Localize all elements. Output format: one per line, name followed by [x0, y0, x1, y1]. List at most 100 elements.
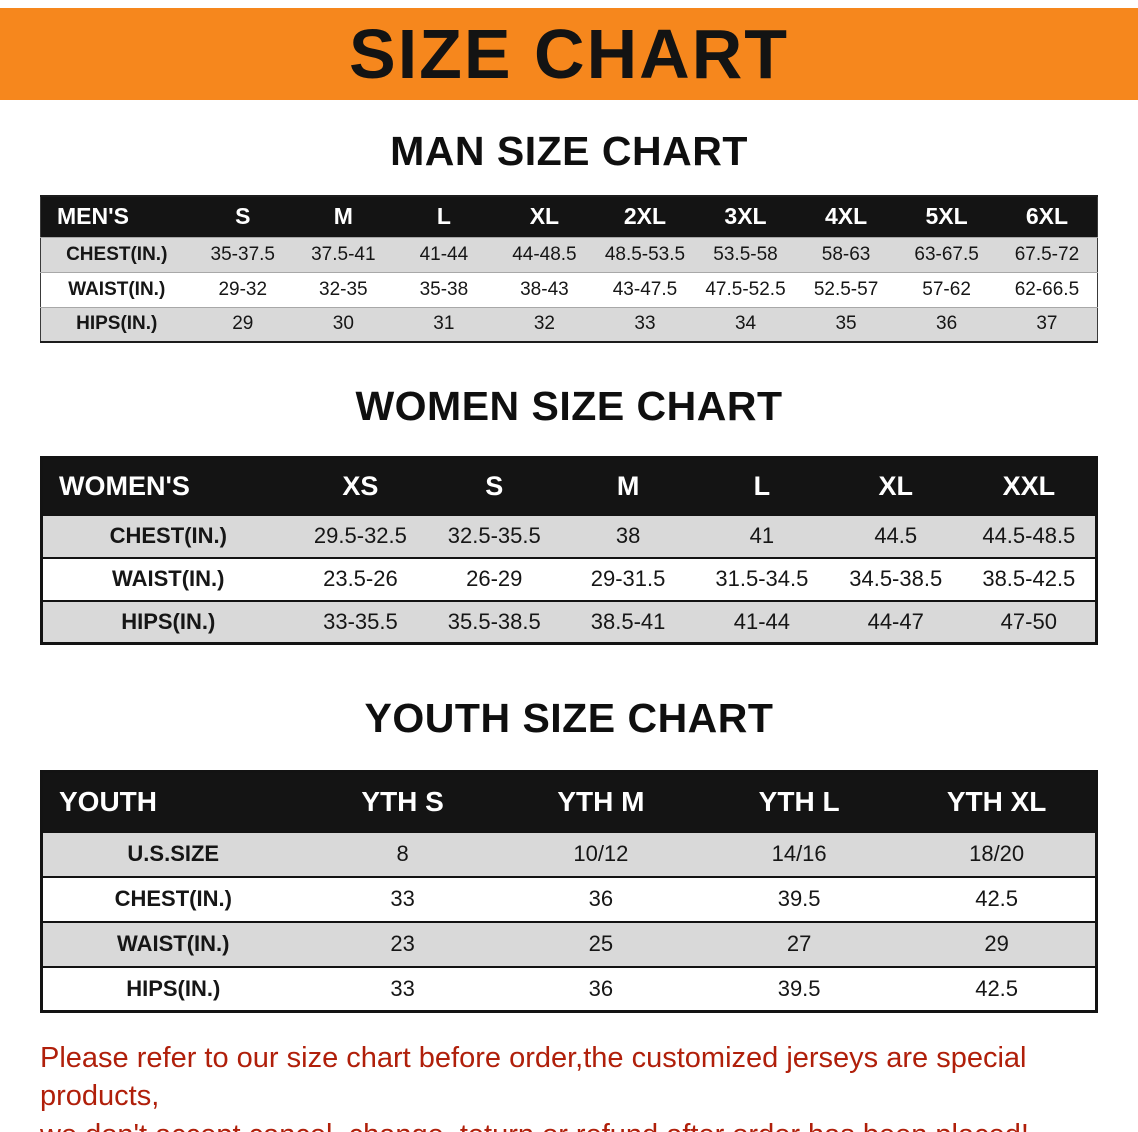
size-cell: 29	[898, 920, 1097, 967]
column-header: S	[427, 457, 562, 515]
size-cell: 25	[501, 920, 700, 967]
size-cell: 14/16	[700, 830, 899, 877]
column-header: YTH L	[700, 771, 899, 832]
youth-hips-row: HIPS(IN.) 33 36 39.5 42.5	[41, 965, 1097, 1012]
size-cell: 33	[303, 965, 502, 1012]
column-header: XL	[494, 196, 595, 237]
size-cell: 27	[700, 920, 899, 967]
women-hips-row: HIPS(IN.) 33-35.5 35.5-38.5 38.5-41 41-4…	[41, 599, 1097, 644]
size-cell: 31	[393, 306, 495, 342]
size-cell: 36	[501, 875, 700, 922]
size-cell: 48.5-53.5	[594, 236, 696, 272]
women-table-title: WOMEN'S	[41, 457, 294, 515]
size-cell: 43-47.5	[594, 271, 696, 307]
column-header: 3XL	[695, 196, 796, 237]
size-cell: 35.5-38.5	[427, 599, 562, 644]
column-header: XS	[293, 457, 428, 515]
size-cell: 39.5	[700, 965, 899, 1012]
size-cell: 44-47	[828, 599, 963, 644]
banner-title: SIZE CHART	[349, 15, 789, 93]
row-label: HIPS(IN.)	[41, 965, 304, 1012]
youth-waist-row: WAIST(IN.) 23 25 27 29	[41, 920, 1097, 967]
size-cell: 10/12	[501, 830, 700, 877]
row-label: CHEST(IN.)	[41, 513, 294, 558]
men-header-row: MEN'S S M L XL 2XL 3XL 4XL 5XL 6XL	[40, 196, 1098, 237]
size-cell: 38.5-42.5	[962, 556, 1097, 601]
size-cell: 33	[594, 306, 696, 342]
size-cell: 31.5-34.5	[694, 556, 829, 601]
size-cell: 33-35.5	[293, 599, 428, 644]
column-header: L	[694, 457, 829, 515]
youth-size-section: YOUTH SIZE CHART YOUTH YTH S YTH M YTH L…	[0, 695, 1138, 1013]
size-cell: 57-62	[896, 271, 997, 307]
men-section-heading: MAN SIZE CHART	[390, 128, 748, 174]
size-cell: 38	[561, 513, 695, 558]
size-cell: 37.5-41	[293, 236, 394, 272]
size-cell: 62-66.5	[996, 271, 1098, 307]
size-cell: 33	[303, 875, 502, 922]
size-cell: 26-29	[427, 556, 562, 601]
women-size-table: WOMEN'S XS S M L XL XXL CHEST(IN.) 29.5-…	[40, 456, 1098, 645]
column-header: YTH XL	[898, 771, 1097, 832]
size-cell: 30	[293, 306, 394, 342]
youth-size-table: YOUTH YTH S YTH M YTH L YTH XL U.S.SIZE …	[40, 770, 1098, 1013]
size-cell: 38-43	[494, 271, 595, 307]
youth-table-title: YOUTH	[41, 771, 304, 832]
size-cell: 29	[192, 306, 294, 342]
banner: SIZE CHART	[0, 8, 1138, 100]
column-header: 6XL	[996, 196, 1098, 237]
men-table-title: MEN'S	[40, 196, 193, 237]
row-label: HIPS(IN.)	[40, 306, 193, 342]
column-header: YTH S	[303, 771, 502, 832]
size-cell: 53.5-58	[695, 236, 796, 272]
size-cell: 44.5	[828, 513, 963, 558]
size-cell: 35	[795, 306, 897, 342]
size-cell: 39.5	[700, 875, 899, 922]
size-cell: 18/20	[898, 830, 1097, 877]
size-cell: 34.5-38.5	[828, 556, 963, 601]
men-size-section: MAN SIZE CHART MEN'S S M L XL 2XL 3XL 4X…	[0, 128, 1138, 343]
row-label: CHEST(IN.)	[41, 875, 304, 922]
size-cell: 32.5-35.5	[427, 513, 562, 558]
women-section-heading: WOMEN SIZE CHART	[355, 383, 783, 429]
column-header: M	[293, 196, 394, 237]
size-cell: 34	[695, 306, 796, 342]
men-waist-row: WAIST(IN.) 29-32 32-35 35-38 38-43 43-47…	[40, 271, 1098, 307]
column-header: XXL	[962, 457, 1097, 515]
column-header: M	[561, 457, 695, 515]
size-cell: 35-38	[393, 271, 495, 307]
size-cell: 29-31.5	[561, 556, 695, 601]
size-cell: 42.5	[898, 875, 1097, 922]
order-notice: Please refer to our size chart before or…	[40, 1039, 1098, 1132]
size-cell: 23	[303, 920, 502, 967]
size-cell: 41-44	[694, 599, 829, 644]
size-cell: 47.5-52.5	[695, 271, 796, 307]
column-header: YTH M	[501, 771, 700, 832]
size-cell: 23.5-26	[293, 556, 428, 601]
men-chest-row: CHEST(IN.) 35-37.5 37.5-41 41-44 44-48.5…	[40, 236, 1098, 272]
size-cell: 32	[494, 306, 595, 342]
column-header: 5XL	[896, 196, 997, 237]
size-cell: 8	[303, 830, 502, 877]
size-cell: 44-48.5	[494, 236, 595, 272]
size-cell: 41-44	[393, 236, 495, 272]
row-label: U.S.SIZE	[41, 830, 304, 877]
column-header: L	[393, 196, 495, 237]
column-header: S	[192, 196, 294, 237]
size-cell: 32-35	[293, 271, 394, 307]
size-cell: 41	[694, 513, 829, 558]
notice-line-1: Please refer to our size chart before or…	[40, 1042, 1027, 1113]
size-cell: 58-63	[795, 236, 897, 272]
youth-header-row: YOUTH YTH S YTH M YTH L YTH XL	[41, 771, 1097, 832]
size-cell: 63-67.5	[896, 236, 997, 272]
column-header: 4XL	[795, 196, 897, 237]
row-label: WAIST(IN.)	[41, 556, 294, 601]
column-header: 2XL	[594, 196, 696, 237]
youth-ussize-row: U.S.SIZE 8 10/12 14/16 18/20	[41, 830, 1097, 877]
size-cell: 36	[896, 306, 997, 342]
column-header: XL	[828, 457, 963, 515]
women-chest-row: CHEST(IN.) 29.5-32.5 32.5-35.5 38 41 44.…	[41, 513, 1097, 558]
women-header-row: WOMEN'S XS S M L XL XXL	[41, 457, 1097, 515]
women-size-section: WOMEN SIZE CHART WOMEN'S XS S M L XL XXL…	[0, 383, 1138, 645]
size-cell: 37	[996, 306, 1098, 342]
